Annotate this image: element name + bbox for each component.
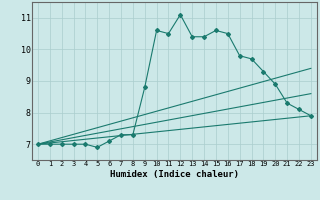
X-axis label: Humidex (Indice chaleur): Humidex (Indice chaleur) [110, 170, 239, 179]
